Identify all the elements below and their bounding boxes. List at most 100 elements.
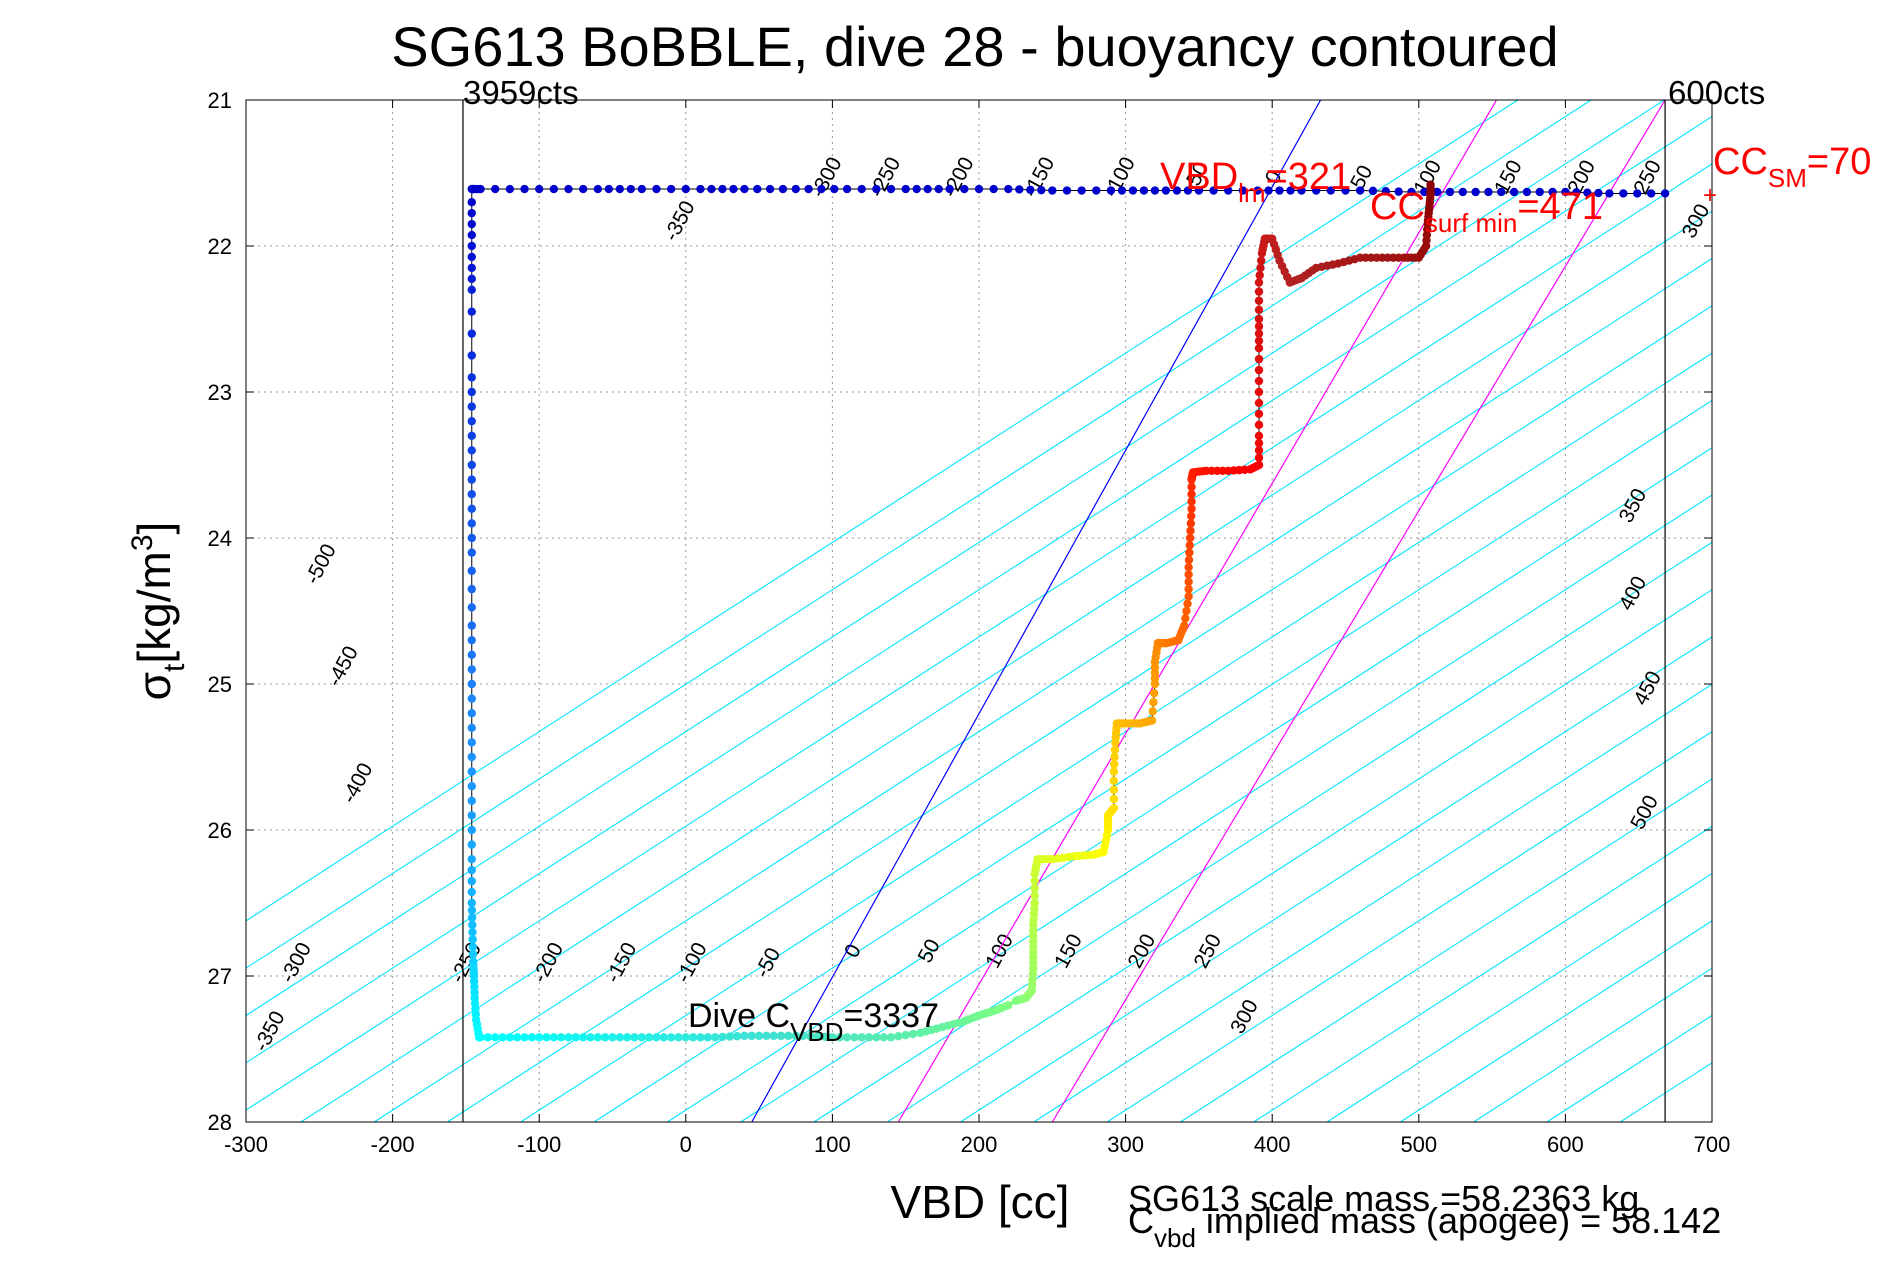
point-descent <box>467 431 476 440</box>
point-descent_surface <box>1037 185 1046 195</box>
point-ascent <box>1184 570 1193 579</box>
point-descent <box>468 942 478 951</box>
point-apogee <box>776 1031 786 1041</box>
point-descent <box>468 920 477 930</box>
cc-sm-marker: + <box>1703 182 1717 209</box>
point-descent <box>467 329 476 338</box>
point-apogee <box>659 1033 669 1042</box>
contour-line <box>245 163 1713 1111</box>
point-ascent <box>1426 180 1435 189</box>
point-apogee <box>593 1033 603 1042</box>
buoyancy-contours <box>245 99 1713 1123</box>
point-apogee <box>556 1033 566 1042</box>
point-descent <box>467 738 476 747</box>
point-ascent <box>1185 541 1194 550</box>
point-apogee <box>666 1033 676 1042</box>
point-apogee <box>652 1033 661 1042</box>
point-descent_surface <box>1509 187 1519 197</box>
contour-line <box>960 636 1713 1123</box>
contour-line <box>1106 731 1713 1123</box>
point-descent_surface <box>1015 185 1024 194</box>
point-descent_surface <box>520 184 529 194</box>
point-ascent <box>1185 533 1195 543</box>
point-descent_surface <box>637 184 647 194</box>
point-ascent <box>1109 767 1119 776</box>
point-descent <box>467 796 476 805</box>
point-ascent <box>1147 716 1157 725</box>
point-apogee <box>850 1033 859 1042</box>
contour-line <box>1619 1062 1713 1123</box>
point-descent_surface <box>1432 187 1442 197</box>
point-descent_surface <box>1161 186 1171 195</box>
point-ascent <box>1149 698 1158 707</box>
point-ascent <box>1187 497 1196 506</box>
point-descent <box>467 752 476 762</box>
reference-lines <box>751 99 1666 1123</box>
point-ascent <box>1254 420 1264 430</box>
point-ascent <box>1254 344 1264 353</box>
point-apogee <box>520 1033 529 1042</box>
point-descent_surface <box>1253 186 1262 195</box>
point-descent <box>467 566 476 576</box>
point-apogee <box>784 1031 793 1041</box>
point-ascent <box>1030 891 1039 900</box>
point-apogee <box>828 1033 837 1042</box>
point-apogee <box>718 1032 727 1042</box>
point-ascent <box>1109 785 1119 795</box>
point-descent_surface <box>1172 186 1182 195</box>
point-apogee <box>886 1033 896 1042</box>
point-descent_surface <box>1297 186 1306 195</box>
x-tick-label: -300 <box>224 1132 268 1157</box>
point-descent_surface <box>1209 186 1218 195</box>
point-ascent <box>1254 287 1264 296</box>
point-apogee <box>879 1033 888 1042</box>
point-apogee <box>725 1032 734 1041</box>
contour-line <box>245 99 1519 922</box>
point-ascent <box>1184 577 1193 586</box>
contour-line <box>245 99 1592 969</box>
point-apogee <box>798 1031 808 1041</box>
dive-cvbd-label: Dive CVBD=3337 <box>688 997 939 1047</box>
point-ascent <box>1181 614 1190 623</box>
x-tick-label: 300 <box>1107 1132 1144 1157</box>
point-descent_surface <box>604 184 614 194</box>
point-apogee <box>681 1033 690 1042</box>
point-apogee <box>769 1031 778 1041</box>
point-apogee <box>754 1031 764 1041</box>
point-apogee <box>549 1033 559 1042</box>
point-descent_surface <box>467 184 476 194</box>
point-descent_surface <box>912 184 921 194</box>
point-descent <box>467 241 476 251</box>
y-tick-label: 25 <box>208 672 232 697</box>
point-apogee <box>740 1031 749 1041</box>
x-tick-label: -200 <box>371 1132 415 1157</box>
point-descent <box>467 767 476 776</box>
point-apogee <box>483 1033 493 1042</box>
point-apogee <box>674 1033 683 1042</box>
point-descent_surface <box>923 184 932 194</box>
contour-line <box>245 99 1665 1016</box>
point-ascent <box>1254 453 1264 462</box>
point-descent_surface <box>960 184 969 194</box>
point-descent_surface <box>1311 186 1321 195</box>
point-descent_surface <box>1106 186 1116 195</box>
point-apogee <box>791 1031 800 1041</box>
contour-line <box>1473 967 1713 1123</box>
cc-surf-min-label: CCsurf min=471 <box>1370 186 1603 238</box>
point-apogee <box>535 1033 544 1042</box>
point-descent_surface <box>626 184 636 194</box>
point-descent <box>467 460 476 470</box>
point-apogee <box>688 1033 698 1042</box>
point-apogee <box>608 1033 617 1042</box>
point-descent_surface <box>842 184 852 194</box>
ref-line-CC_surf_min <box>897 99 1498 1123</box>
point-ascent <box>1254 460 1264 470</box>
point-ascent <box>1183 599 1192 608</box>
point-descent_surface <box>1326 186 1336 195</box>
point-apogee <box>630 1033 639 1042</box>
y-tick-label: 23 <box>208 380 232 405</box>
point-apogee <box>908 1029 918 1039</box>
point-descent <box>467 811 476 820</box>
point-descent_surface <box>1394 187 1403 196</box>
